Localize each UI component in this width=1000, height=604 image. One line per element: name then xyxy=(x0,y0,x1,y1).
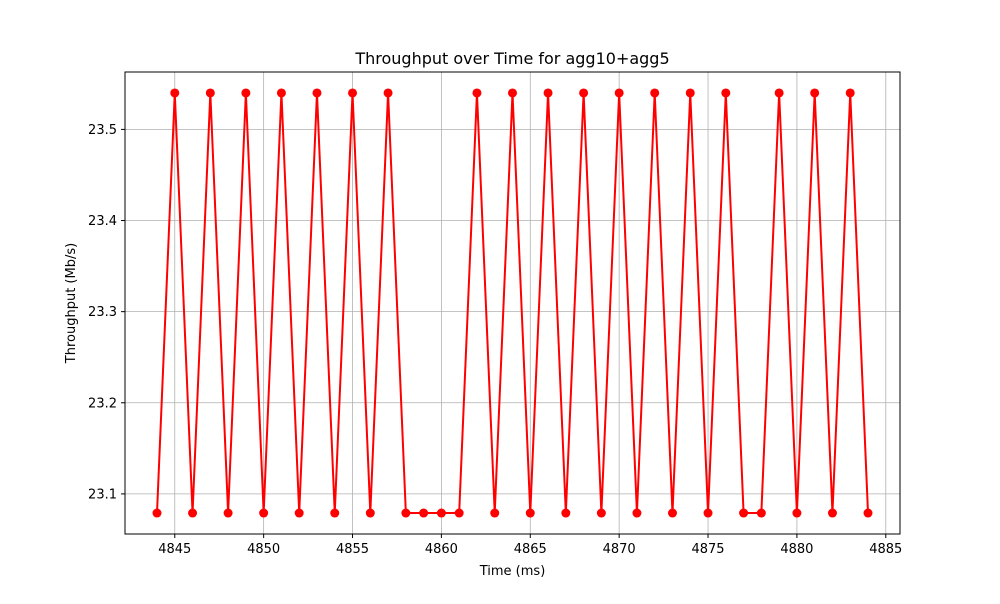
data-point xyxy=(543,88,553,98)
data-point xyxy=(703,508,713,518)
data-point xyxy=(774,88,784,98)
data-point xyxy=(152,508,162,518)
data-point xyxy=(490,508,500,518)
x-tick-label: 4875 xyxy=(691,542,724,557)
data-point xyxy=(348,88,358,98)
data-point xyxy=(685,88,695,98)
x-tick-label: 4860 xyxy=(425,542,458,557)
data-point xyxy=(561,508,571,518)
data-point xyxy=(667,508,677,518)
data-point xyxy=(827,508,837,518)
y-axis-label: Throughput (Mb/s) xyxy=(64,243,79,364)
y-tick-label: 23.4 xyxy=(88,214,117,229)
x-tick-label: 4865 xyxy=(514,542,547,557)
x-axis-label: Time (ms) xyxy=(479,564,546,579)
data-point xyxy=(508,88,517,98)
data-point xyxy=(845,88,855,98)
x-tick-label: 4870 xyxy=(603,542,636,557)
data-point xyxy=(810,88,820,98)
data-point xyxy=(525,508,535,518)
x-tick-label: 4850 xyxy=(247,542,280,557)
data-point xyxy=(241,88,251,98)
data-point xyxy=(721,88,731,98)
data-point xyxy=(632,508,642,518)
y-tick-label: 23.3 xyxy=(88,305,117,320)
data-point xyxy=(436,508,446,518)
data-point xyxy=(223,508,233,518)
data-point xyxy=(365,508,375,518)
y-tick-label: 23.1 xyxy=(88,487,117,502)
data-point xyxy=(383,88,393,98)
series-layer xyxy=(152,88,873,518)
data-point xyxy=(312,88,322,98)
plot-frame xyxy=(124,71,901,535)
y-tick-label: 23.2 xyxy=(88,396,117,411)
y-axis-ticks: 23.1 23.2 23.3 23.4 23.5 xyxy=(88,123,125,502)
data-point xyxy=(472,88,482,98)
data-point xyxy=(579,88,589,98)
chart-title: Throughput over Time for agg10+agg5 xyxy=(354,49,669,68)
data-point xyxy=(294,508,304,518)
data-point xyxy=(170,88,180,98)
data-point xyxy=(596,508,606,518)
x-tick-label: 4845 xyxy=(158,542,191,557)
data-point xyxy=(739,508,749,518)
data-point xyxy=(401,508,411,518)
data-point xyxy=(454,508,464,518)
data-point xyxy=(276,88,286,98)
y-tick-label: 23.5 xyxy=(88,123,117,138)
data-point xyxy=(205,88,215,98)
data-point xyxy=(792,508,802,518)
data-point xyxy=(259,508,269,518)
x-axis-ticks: 4845 4850 4855 4860 4865 4870 4875 4880 4885 xyxy=(158,534,902,557)
x-tick-label: 4885 xyxy=(869,542,902,557)
data-point xyxy=(330,508,340,518)
x-tick-label: 4880 xyxy=(780,542,813,557)
data-point xyxy=(419,508,429,518)
plot-area-background xyxy=(125,72,900,534)
x-tick-label: 4855 xyxy=(336,542,369,557)
data-point xyxy=(650,88,660,98)
data-point xyxy=(756,508,766,518)
grid-lines xyxy=(125,72,900,534)
data-point xyxy=(614,88,624,98)
data-point xyxy=(188,508,198,518)
data-point xyxy=(863,508,873,518)
